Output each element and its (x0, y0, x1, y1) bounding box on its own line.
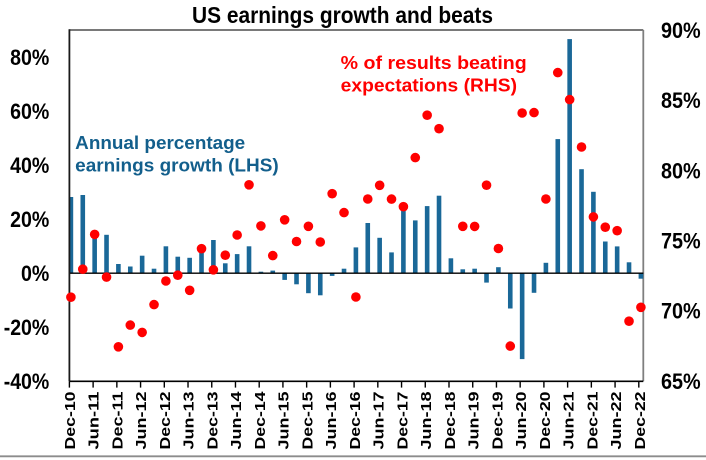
svg-text:Dec-10: Dec-10 (62, 392, 79, 450)
svg-text:40%: 40% (10, 153, 49, 178)
svg-text:Dec-19: Dec-19 (489, 392, 506, 450)
svg-text:Dec-11: Dec-11 (109, 391, 126, 450)
svg-text:Jun-14: Jun-14 (228, 391, 245, 450)
svg-text:85%: 85% (661, 88, 701, 113)
svg-text:0%: 0% (21, 261, 49, 286)
svg-text:% of results beating: % of results beating (341, 53, 527, 73)
svg-text:Dec-21: Dec-21 (584, 391, 601, 450)
svg-text:Jun-16: Jun-16 (323, 392, 340, 450)
svg-text:80%: 80% (10, 45, 49, 70)
svg-text:Dec-13: Dec-13 (204, 392, 221, 450)
svg-text:Dec-12: Dec-12 (157, 392, 174, 450)
svg-text:-40%: -40% (4, 369, 50, 394)
svg-text:65%: 65% (661, 369, 701, 394)
svg-text:60%: 60% (10, 99, 49, 124)
svg-text:Dec-20: Dec-20 (537, 392, 554, 450)
svg-text:US earnings growth and beats: US earnings growth and beats (192, 2, 493, 28)
svg-text:Jun-17: Jun-17 (371, 392, 388, 450)
svg-text:Jun-22: Jun-22 (608, 392, 625, 450)
svg-text:Jun-21: Jun-21 (561, 391, 578, 450)
svg-text:Dec-18: Dec-18 (442, 392, 459, 450)
svg-text:Dec-22: Dec-22 (632, 392, 649, 450)
svg-text:-20%: -20% (4, 315, 50, 340)
svg-text:Dec-17: Dec-17 (394, 392, 411, 450)
svg-text:Jun-13: Jun-13 (181, 392, 198, 450)
svg-text:Dec-15: Dec-15 (299, 391, 316, 450)
svg-text:Dec-14: Dec-14 (252, 391, 269, 450)
svg-text:Annual percentage: Annual percentage (75, 133, 245, 153)
svg-text:Jun-18: Jun-18 (418, 392, 435, 450)
svg-text:80%: 80% (661, 158, 701, 183)
svg-text:20%: 20% (10, 207, 49, 232)
svg-text:earnings growth (LHS): earnings growth (LHS) (75, 155, 279, 175)
svg-text:Jun-15: Jun-15 (276, 391, 293, 450)
svg-text:Jun-11: Jun-11 (86, 391, 103, 450)
svg-text:Jun-12: Jun-12 (133, 392, 150, 450)
svg-text:Jun-20: Jun-20 (513, 392, 530, 450)
svg-text:Dec-16: Dec-16 (347, 392, 364, 450)
svg-text:75%: 75% (661, 229, 701, 254)
svg-text:expectations (RHS): expectations (RHS) (341, 75, 517, 95)
svg-text:70%: 70% (661, 299, 701, 324)
svg-text:Jun-19: Jun-19 (466, 392, 483, 450)
svg-text:90%: 90% (661, 18, 701, 43)
